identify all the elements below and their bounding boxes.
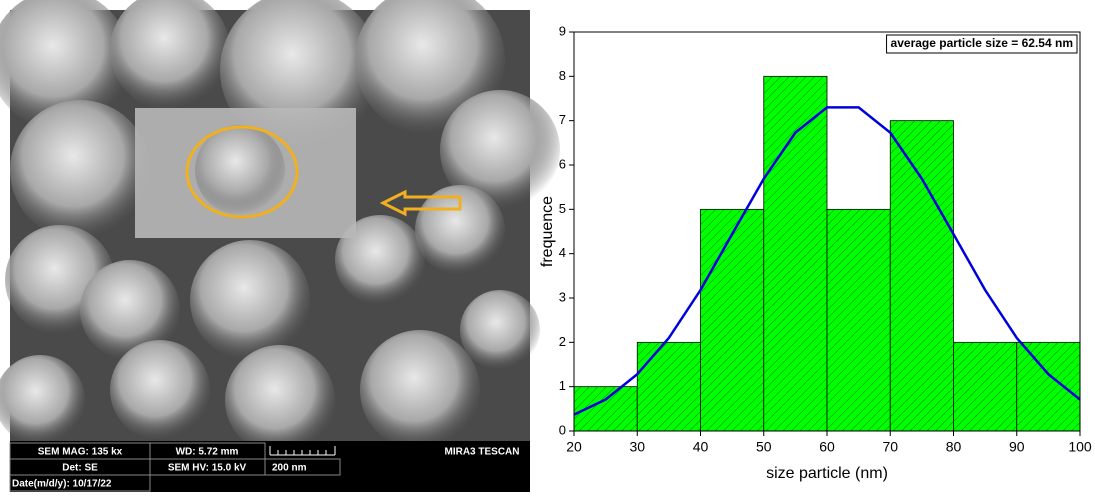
y-tick-label: 4 <box>559 245 566 260</box>
y-tick-label: 2 <box>559 334 566 349</box>
y-tick-label: 8 <box>559 68 566 83</box>
x-tick-label: 60 <box>819 439 835 455</box>
x-tick-label: 50 <box>756 439 772 455</box>
annotation-box <box>886 34 1078 54</box>
y-axis-label: frequence <box>539 196 556 267</box>
sem-scale: 200 nm <box>272 463 307 474</box>
bar-hatch <box>637 342 701 431</box>
x-tick-label: 40 <box>693 439 709 455</box>
histogram-chart: 0 1 2 3 4 5 6 7 8 9 20 30 40 50 60 70 80 90 100 size partic… <box>539 23 1092 482</box>
x-tick-label: 30 <box>629 439 645 455</box>
y-tick-label: 7 <box>559 112 566 127</box>
y-tick-label: 6 <box>559 156 566 171</box>
sem-mag: SEM MAG: 135 kx <box>38 447 123 458</box>
x-tick-label: 80 <box>946 439 962 455</box>
sem-brand: MIRA3 TESCAN <box>444 447 519 458</box>
bar-hatch <box>700 209 764 431</box>
sem-date: Date(m/d/y): 10/17/22 <box>12 479 112 490</box>
bar-hatch <box>953 342 1017 431</box>
x-tick-label: 90 <box>1009 439 1025 455</box>
y-tick-label: 3 <box>559 289 566 304</box>
x-tick-label: 70 <box>882 439 898 455</box>
annotation: average particle size = 62.54 nm <box>891 36 1073 50</box>
sem-hv: SEM HV: 15.0 kV <box>168 463 247 474</box>
sem-det: Det: SE <box>62 463 98 474</box>
y-tick-label: 0 <box>559 422 566 437</box>
bar-hatch <box>890 120 954 432</box>
fit-curve <box>573 106 1081 416</box>
bar-hatch <box>763 76 827 431</box>
y-tick-label: 9 <box>559 23 566 38</box>
x-tick-label: 20 <box>566 439 582 455</box>
y-tick-label: 1 <box>559 378 566 393</box>
bar-hatch <box>1016 342 1080 431</box>
bar-hatch <box>827 209 891 431</box>
sem-wd: WD: 5.72 mm <box>176 447 239 458</box>
x-tick-label: 100 <box>1068 439 1092 455</box>
sem-image: SEM MAG: 135 kx WD: 5.72 mm MIRA3 TESCAN… <box>0 0 560 492</box>
y-tick-label: 5 <box>559 201 566 216</box>
x-axis-label: size particle (nm) <box>766 465 888 482</box>
